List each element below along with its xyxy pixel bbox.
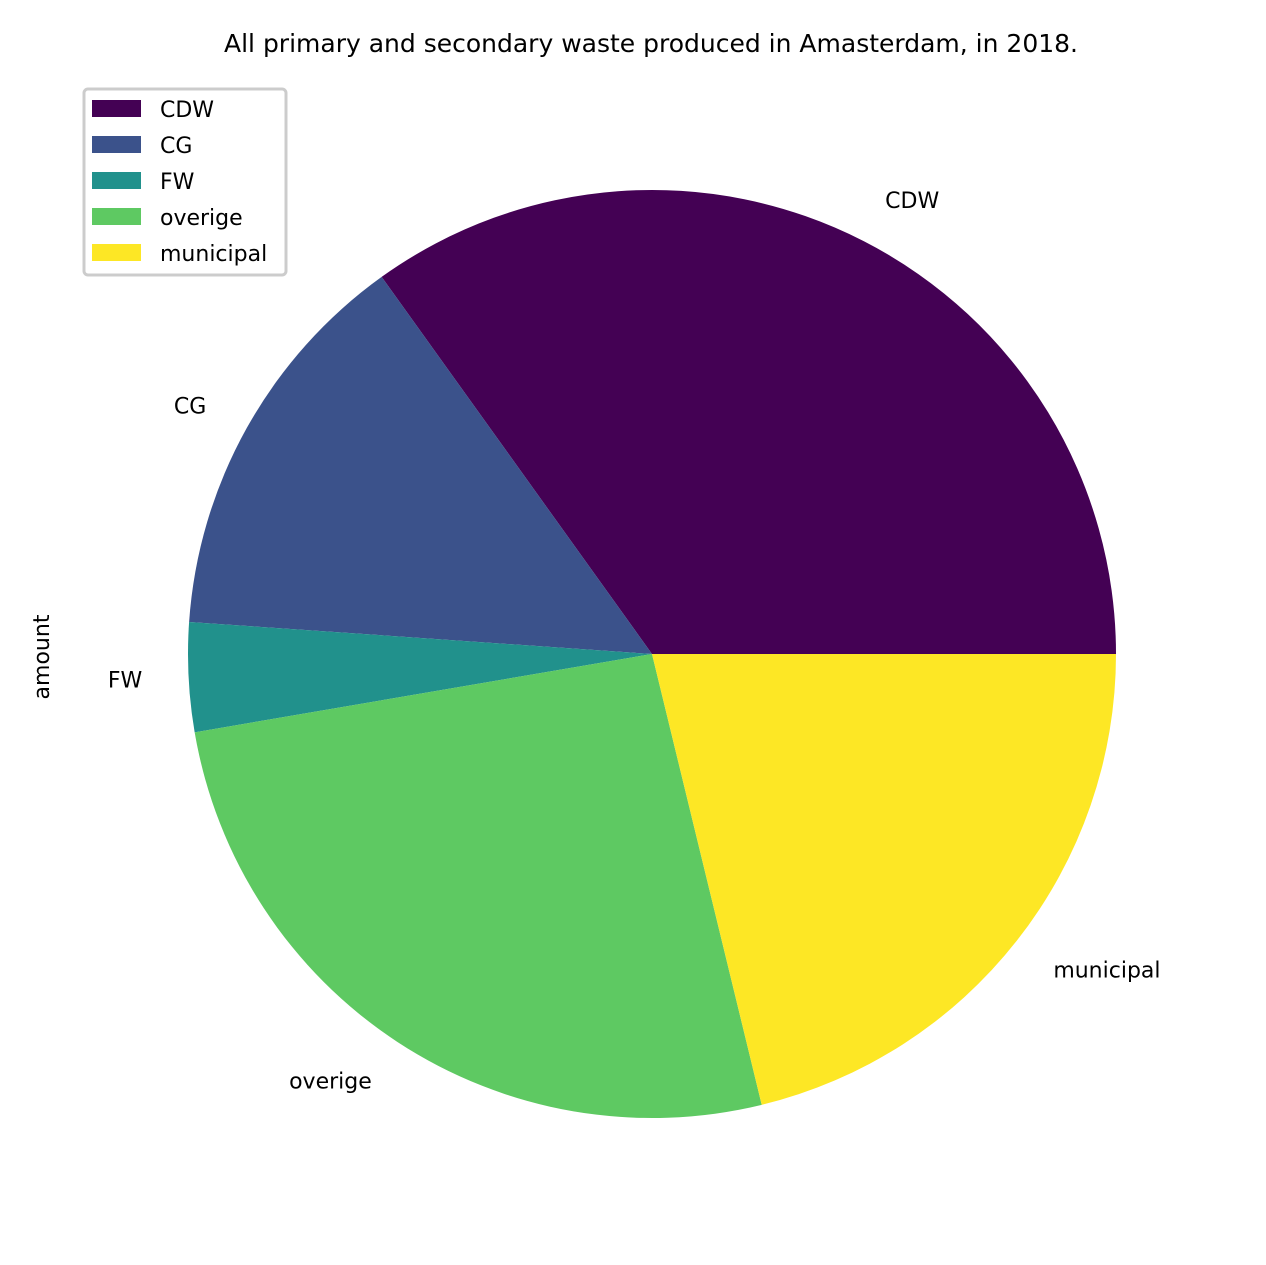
chart-title: All primary and secondary waste produced…	[224, 29, 1078, 58]
legend-label-overige: overige	[160, 206, 243, 231]
pie-slice-fw	[188, 621, 653, 733]
pie-slice-overige	[194, 654, 762, 1118]
slice-label-municipal: municipal	[1053, 958, 1160, 983]
y-axis-label: amount	[30, 614, 55, 699]
legend-label-fw: FW	[160, 170, 195, 195]
slice-labels: CDW CG FW overige municipal	[108, 189, 1161, 1095]
legend-label-municipal: municipal	[160, 242, 267, 267]
pie-slice-cdw	[381, 190, 1117, 654]
slice-label-overige: overige	[289, 1070, 372, 1095]
legend-frame	[82, 87, 288, 277]
legend-swatch-cdw	[92, 100, 141, 117]
legend: CDW CG FW overige municipal	[82, 87, 288, 277]
pie-slice-municipal	[652, 654, 1116, 1105]
pie-slice-cg	[189, 276, 653, 654]
legend-swatch-municipal	[92, 244, 141, 261]
slice-label-cdw: CDW	[885, 189, 939, 214]
legend-swatch-cg	[92, 136, 141, 153]
legend-label-cdw: CDW	[160, 98, 214, 123]
pie-slices	[188, 190, 1117, 1118]
legend-swatch-overige	[92, 208, 141, 225]
legend-label-cg: CG	[160, 134, 192, 159]
slice-label-fw: FW	[108, 669, 143, 694]
legend-swatch-fw	[92, 172, 141, 189]
legend-entries: CDW CG FW overige municipal	[92, 98, 267, 267]
slice-label-cg: CG	[174, 394, 206, 419]
